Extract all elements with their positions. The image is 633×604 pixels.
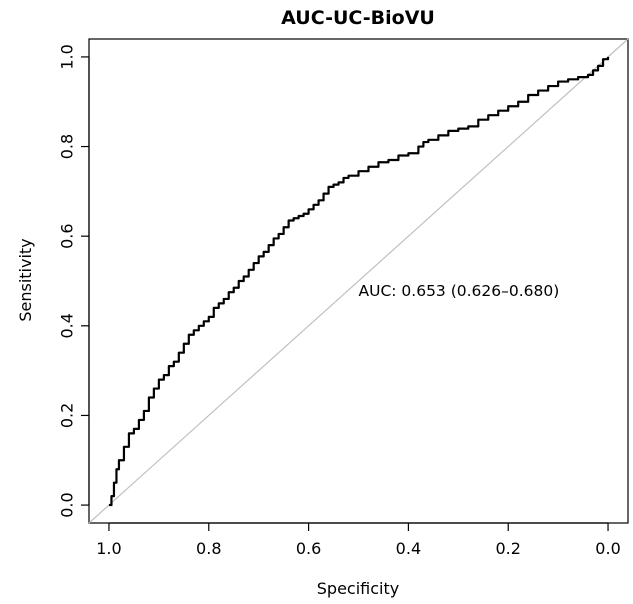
y-tick-label: 0.4 <box>58 313 77 338</box>
x-tick-label: 0.0 <box>595 539 620 558</box>
reference-line-layer <box>88 38 629 524</box>
y-tick-label: 0.8 <box>58 134 77 159</box>
x-tick-label: 0.4 <box>396 539 421 558</box>
y-axis: 0.0 0.2 0.4 0.6 0.8 1.0 <box>58 44 90 518</box>
y-tick-label: 1.0 <box>58 44 77 69</box>
x-tick-label: 1.0 <box>96 539 121 558</box>
x-axis-label: Specificity <box>317 579 399 598</box>
x-axis: 1.0 0.8 0.6 0.4 0.2 0.0 <box>96 522 621 558</box>
reference-line <box>88 38 629 524</box>
x-tick-label: 0.2 <box>495 539 520 558</box>
auc-annotation: AUC: 0.653 (0.626–0.680) <box>359 282 560 300</box>
y-axis-label: Sensitivity <box>16 238 35 321</box>
chart-title: AUC-UC-BioVU <box>281 7 435 29</box>
y-tick-label: 0.2 <box>58 403 77 428</box>
roc-curve-layer <box>108 56 610 507</box>
x-tick-label: 0.6 <box>296 539 321 558</box>
y-tick-label: 0.0 <box>58 492 77 517</box>
y-tick-label: 0.6 <box>58 223 77 248</box>
roc-curve <box>108 56 610 507</box>
x-tick-label: 0.8 <box>196 539 221 558</box>
